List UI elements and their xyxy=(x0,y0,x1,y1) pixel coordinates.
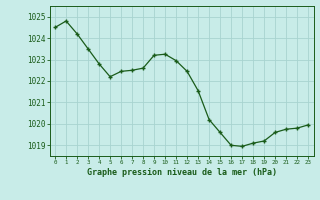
X-axis label: Graphe pression niveau de la mer (hPa): Graphe pression niveau de la mer (hPa) xyxy=(87,168,276,177)
